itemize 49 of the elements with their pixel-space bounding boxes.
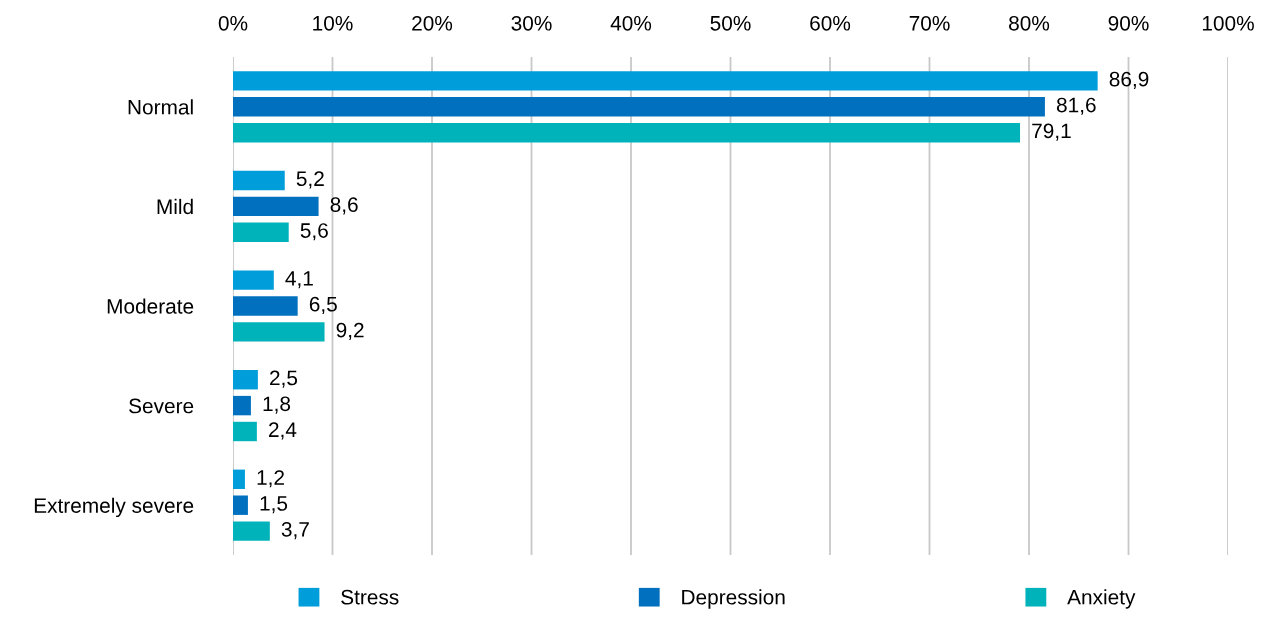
x-tick-label: 90% <box>1108 15 1149 31</box>
bar <box>233 521 270 541</box>
data-label: 81,6 <box>1056 97 1096 115</box>
y-tick-label: Mild <box>157 198 193 215</box>
bar <box>233 97 1045 117</box>
x-tick-label: 80% <box>1009 15 1050 31</box>
data-label: 1,2 <box>257 470 284 488</box>
x-tick-label: 10% <box>313 15 353 31</box>
x-tick-label: 20% <box>412 15 453 31</box>
y-tick-label: Extremely severe <box>34 497 194 518</box>
x-tick-label: 40% <box>610 15 652 31</box>
bar <box>233 270 274 290</box>
y-tick-label: Moderate <box>107 298 194 314</box>
x-tick-label: 100% <box>1202 15 1254 31</box>
bar <box>233 495 248 515</box>
data-label: 9,2 <box>336 322 364 340</box>
data-label: 4,1 <box>285 271 313 289</box>
data-label: 8,6 <box>330 197 358 215</box>
bar <box>233 369 258 390</box>
data-label: 6,5 <box>309 296 337 315</box>
bar <box>233 71 1098 91</box>
data-label: 3,7 <box>281 521 309 540</box>
legend-label: Anxiety <box>1067 589 1136 609</box>
bar <box>233 222 289 243</box>
data-label: 2,4 <box>269 422 297 440</box>
bar <box>233 296 298 316</box>
bar <box>233 322 325 342</box>
data-label: 79,1 <box>1032 123 1071 141</box>
data-label: 5,6 <box>300 223 328 241</box>
x-tick-label: 30% <box>511 15 552 31</box>
bar <box>233 122 1021 143</box>
bar <box>233 421 257 442</box>
x-tick-label: 70% <box>909 15 950 31</box>
data-label: 2,5 <box>270 370 298 388</box>
legend-label: Stress <box>341 589 399 605</box>
y-tick-label: Normal <box>128 99 193 115</box>
data-label: 1,8 <box>263 396 291 414</box>
x-tick-label: 0% <box>218 15 248 31</box>
x-tick-label: 50% <box>710 15 751 31</box>
data-label: 86,9 <box>1109 71 1149 89</box>
bar <box>233 196 319 217</box>
bar <box>233 395 251 416</box>
data-label: 5,2 <box>296 171 324 189</box>
data-label: 1,5 <box>260 496 288 514</box>
x-tick-label: 60% <box>810 15 851 31</box>
bar <box>233 469 245 490</box>
y-tick-label: Severe <box>129 398 194 414</box>
bar <box>233 170 285 191</box>
legend-label: Depression <box>682 589 785 609</box>
